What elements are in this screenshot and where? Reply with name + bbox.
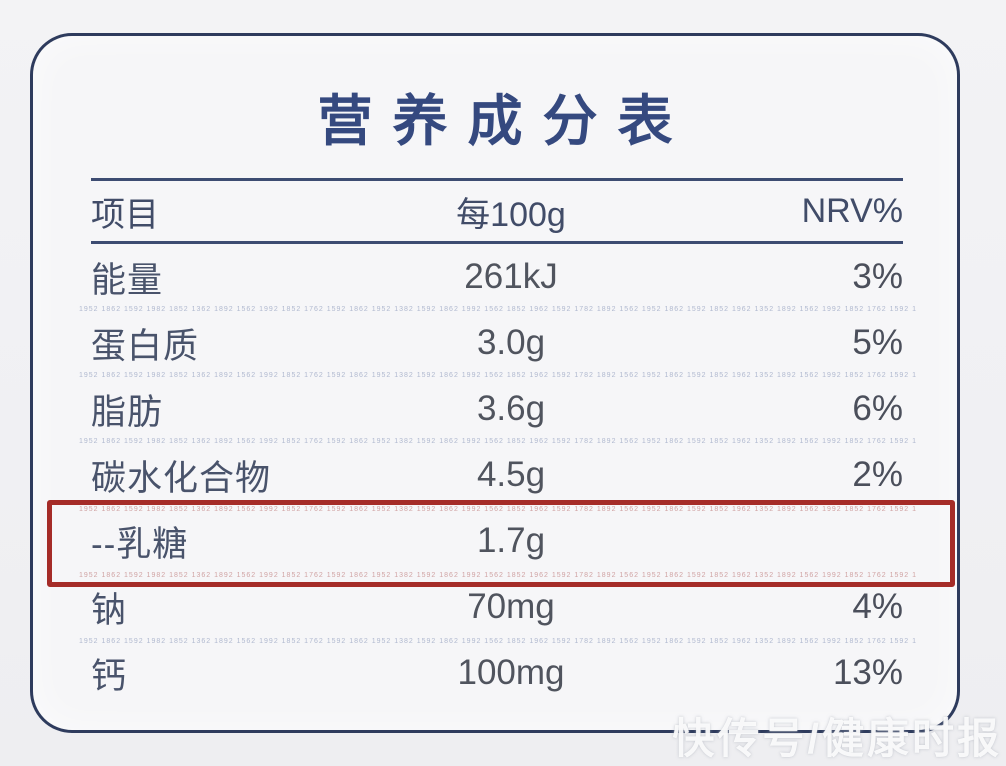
row-value: 1.7g <box>476 521 546 560</box>
table-row-lactose: --乳糖 1.7g <box>91 508 903 574</box>
nutrition-table: 项目 每100g NRV% 能量 261kJ 3% 蛋白质 3.0g 5% 脂肪… <box>79 178 917 706</box>
table-row-sodium: 钠 70mg 4% <box>91 574 903 640</box>
row-nrv: 6% <box>852 389 903 428</box>
table-row-fat: 脂肪 3.6g 6% <box>91 376 903 442</box>
row-nrv: 5% <box>852 323 903 362</box>
header-per100g: 每100g <box>456 195 566 234</box>
lactose-highlight-box <box>47 500 955 587</box>
row-value: 70mg <box>467 587 555 626</box>
table-row-energy: 能量 261kJ 3% <box>91 244 903 310</box>
row-label: 蛋白质 <box>91 326 200 366</box>
table-row-protein: 蛋白质 3.0g 5% <box>91 310 903 376</box>
row-value: 3.6g <box>476 389 546 428</box>
row-value: 4.5g <box>476 455 546 494</box>
row-value: 3.0g <box>476 323 546 362</box>
table-row-carbohydrate: 碳水化合物 4.5g 2% <box>91 442 903 508</box>
page-title: 营养成分表 <box>317 90 693 152</box>
table-row-calcium: 钙 100mg 13% <box>91 640 903 706</box>
row-label: 能量 <box>91 260 164 300</box>
row-label: 碳水化合物 <box>91 458 272 498</box>
row-nrv: 2% <box>852 455 903 494</box>
table-body: 能量 261kJ 3% 蛋白质 3.0g 5% 脂肪 3.6g 6% 碳水化合物… <box>79 244 917 706</box>
watermark: 快传号/健康时报 <box>672 715 1002 762</box>
row-value: 261kJ <box>464 257 558 296</box>
label-card: 营养成分表 项目 每100g NRV% 能量 261kJ 3% 蛋白质 3.0g… <box>30 33 960 733</box>
row-nrv: 4% <box>852 587 903 626</box>
row-value: 100mg <box>457 653 565 692</box>
row-nrv: 3% <box>852 257 903 296</box>
header-item: 项目 <box>91 195 159 234</box>
row-label: 钙 <box>91 656 128 696</box>
row-label: 脂肪 <box>91 392 164 432</box>
row-label: 钠 <box>91 590 128 630</box>
header-nrv: NRV% <box>801 191 903 230</box>
row-label: --乳糖 <box>91 524 189 564</box>
table-header-row: 项目 每100g NRV% <box>91 178 903 244</box>
row-nrv: 13% <box>832 653 903 692</box>
